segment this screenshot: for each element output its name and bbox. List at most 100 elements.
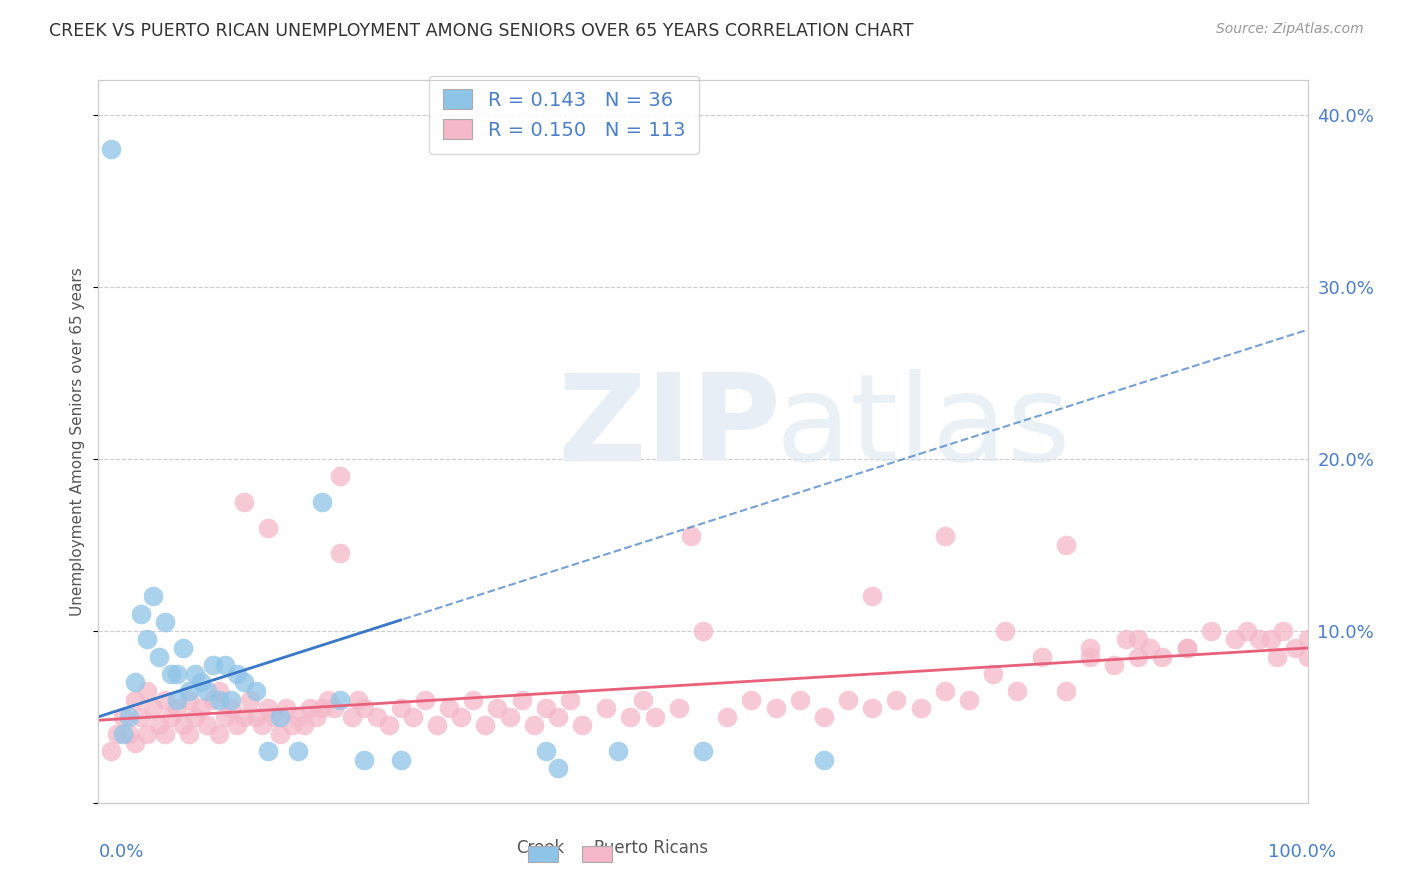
Text: Creek: Creek <box>516 839 564 857</box>
Point <box>595 701 617 715</box>
Point <box>668 701 690 715</box>
Point <box>366 710 388 724</box>
Point <box>1054 538 1077 552</box>
Point <box>353 753 375 767</box>
Point <box>1296 649 1319 664</box>
Point <box>692 744 714 758</box>
Point <box>221 701 243 715</box>
Point <box>389 753 412 767</box>
Point <box>111 710 134 724</box>
Point <box>232 675 254 690</box>
Point <box>195 684 218 698</box>
Point <box>1284 640 1306 655</box>
Point <box>1031 649 1053 664</box>
Point <box>148 649 170 664</box>
Point <box>256 520 278 534</box>
Point <box>934 529 956 543</box>
Legend: R = 0.143   N = 36, R = 0.150   N = 113: R = 0.143 N = 36, R = 0.150 N = 113 <box>429 76 699 153</box>
Point <box>160 666 183 681</box>
Text: 0.0%: 0.0% <box>98 843 143 861</box>
Text: atlas: atlas <box>776 368 1071 485</box>
Point <box>239 692 262 706</box>
Point <box>311 494 333 508</box>
Point <box>692 624 714 638</box>
Point <box>245 710 267 724</box>
Point <box>1139 640 1161 655</box>
Point <box>886 692 908 706</box>
Point <box>142 701 165 715</box>
Point <box>226 666 249 681</box>
Point <box>232 710 254 724</box>
Text: Puerto Ricans: Puerto Ricans <box>595 839 709 857</box>
Point <box>311 701 333 715</box>
Point <box>190 675 212 690</box>
Point <box>329 469 352 483</box>
FancyBboxPatch shape <box>527 847 558 862</box>
Point <box>486 701 509 715</box>
Point <box>571 718 593 732</box>
Text: 100.0%: 100.0% <box>1268 843 1336 861</box>
Point <box>184 710 207 724</box>
Point <box>474 718 496 732</box>
Point <box>934 684 956 698</box>
Point <box>153 727 176 741</box>
Point <box>463 692 485 706</box>
Point <box>190 701 212 715</box>
Point <box>558 692 581 706</box>
Point <box>1128 632 1150 647</box>
Point <box>342 710 364 724</box>
Point <box>153 692 176 706</box>
Point <box>256 744 278 758</box>
Point <box>100 744 122 758</box>
Point <box>329 692 352 706</box>
Point <box>510 692 533 706</box>
Point <box>389 701 412 715</box>
Point <box>679 529 702 543</box>
Point <box>765 701 787 715</box>
Point <box>129 607 152 621</box>
Point <box>402 710 425 724</box>
Point <box>1296 632 1319 647</box>
Point <box>1175 640 1198 655</box>
Point <box>202 692 225 706</box>
Point <box>118 710 141 724</box>
Point <box>789 692 811 706</box>
Text: Source: ZipAtlas.com: Source: ZipAtlas.com <box>1216 22 1364 37</box>
Point <box>1054 684 1077 698</box>
Text: CREEK VS PUERTO RICAN UNEMPLOYMENT AMONG SENIORS OVER 65 YEARS CORRELATION CHART: CREEK VS PUERTO RICAN UNEMPLOYMENT AMONG… <box>49 22 914 40</box>
Point <box>269 727 291 741</box>
Point <box>179 684 201 698</box>
Point <box>437 701 460 715</box>
Point <box>523 718 546 732</box>
Point <box>1078 649 1101 664</box>
Point <box>221 692 243 706</box>
Point <box>135 684 157 698</box>
Point <box>1078 640 1101 655</box>
Point <box>377 718 399 732</box>
Point <box>179 727 201 741</box>
Point <box>413 692 436 706</box>
Text: ZIP: ZIP <box>558 368 782 485</box>
Point <box>860 590 883 604</box>
Point <box>347 692 370 706</box>
Point <box>172 718 194 732</box>
Point <box>160 710 183 724</box>
Point <box>124 692 146 706</box>
Point <box>263 710 285 724</box>
Y-axis label: Unemployment Among Seniors over 65 years: Unemployment Among Seniors over 65 years <box>70 268 86 615</box>
Point <box>1267 649 1289 664</box>
Point <box>323 701 346 715</box>
Point <box>105 727 128 741</box>
Point <box>534 701 557 715</box>
Point <box>100 142 122 156</box>
Point <box>631 692 654 706</box>
Point <box>287 744 309 758</box>
Point <box>547 761 569 775</box>
FancyBboxPatch shape <box>582 847 613 862</box>
Point <box>498 710 520 724</box>
Point <box>1223 632 1246 647</box>
Point <box>547 710 569 724</box>
Point <box>607 744 630 758</box>
Point <box>214 710 236 724</box>
Point <box>148 718 170 732</box>
